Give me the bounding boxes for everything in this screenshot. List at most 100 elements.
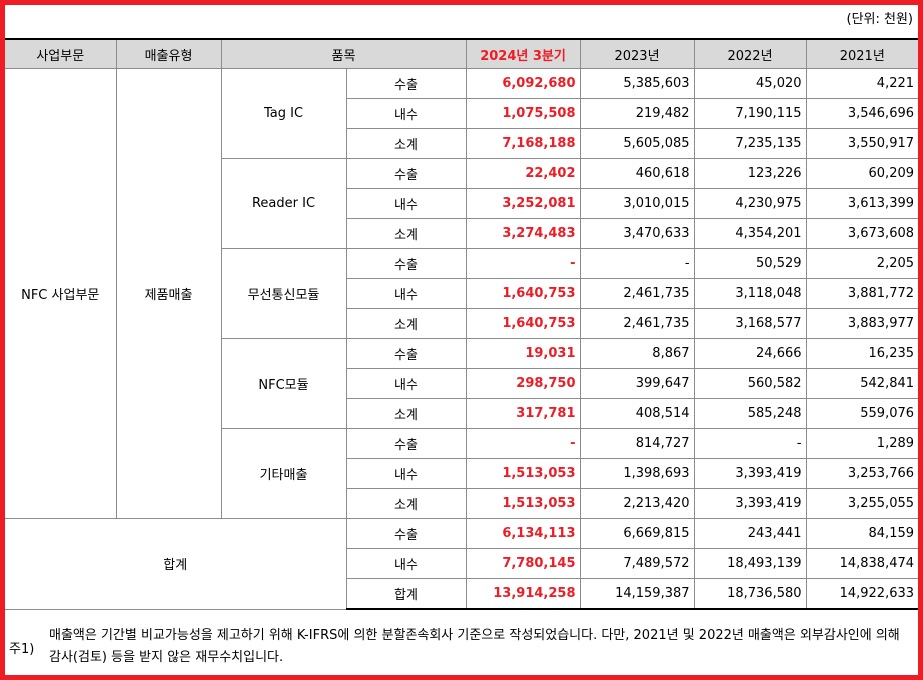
- value-cell: 814,727: [579, 428, 695, 459]
- item-cell: NFC모듈: [221, 338, 347, 429]
- table-row: 소계 7,168,188 5,605,085 7,235,135 3,550,917: [5, 128, 919, 159]
- value-cell: 585,248: [693, 398, 807, 429]
- value-cell: 4,354,201: [693, 218, 807, 249]
- row-label: 수출: [345, 518, 467, 549]
- value-cell: 22,402: [465, 158, 581, 189]
- footnote: 주1) 매출액은 기간별 비교가능성을 제고하기 위해 K-IFRS에 의한 분…: [5, 617, 918, 675]
- row-label: 소계: [346, 218, 467, 249]
- row-label: 소계: [346, 128, 467, 159]
- value-cell: 3,673,608: [805, 218, 919, 249]
- value-cell: 3,253,766: [805, 458, 919, 489]
- item-cell: 기타매출: [221, 428, 347, 519]
- total-label-cell: 합계: [5, 518, 347, 610]
- value-cell: 6,134,113: [465, 518, 581, 549]
- table-row: Reader IC 수출 22,402 460,618 123,226 60,209: [5, 158, 919, 249]
- value-cell: -: [465, 428, 581, 459]
- value-cell: 5,385,603: [579, 68, 695, 99]
- header-period-2021: 2021년: [805, 38, 919, 69]
- header-row: 사업부문 매출유형 품목 2024년 3분기 2023년 2022년 2021년: [5, 38, 919, 69]
- value-cell: 123,226: [693, 158, 807, 189]
- row-label: 내수: [346, 368, 467, 399]
- value-cell: 7,190,115: [693, 98, 807, 129]
- row-label: 소계: [346, 488, 467, 519]
- row-label: 소계: [346, 398, 467, 429]
- value-cell: 6,669,815: [579, 518, 695, 549]
- value-cell: 3,274,483: [465, 218, 581, 249]
- value-cell: 219,482: [579, 98, 695, 129]
- value-cell: -: [579, 248, 695, 279]
- table-row: NFC모듈 수출 19,031 8,867 24,666 16,235: [5, 338, 919, 429]
- value-cell: 3,613,399: [805, 188, 919, 219]
- value-cell: 1,398,693: [579, 458, 695, 489]
- value-cell: 50,529: [693, 248, 807, 279]
- value-cell: 7,235,135: [693, 128, 807, 159]
- value-cell: 4,221: [805, 68, 919, 99]
- segment-cell: NFC 사업부문: [5, 68, 117, 519]
- value-cell: 3,393,419: [693, 488, 807, 519]
- value-cell: 84,159: [805, 518, 919, 549]
- sales-table: 사업부문 매출유형 품목 2024년 3분기 2023년 2022년 2021년…: [5, 38, 919, 610]
- value-cell: 3,393,419: [693, 458, 807, 489]
- value-cell: 16,235: [805, 338, 919, 369]
- value-cell: 1,513,053: [465, 458, 581, 489]
- value-cell: 60,209: [805, 158, 919, 189]
- value-cell: 2,461,735: [579, 308, 695, 339]
- total-row: 합계 수출 6,134,113 6,669,815 243,441 84,159: [5, 518, 919, 610]
- value-cell: 3,883,977: [805, 308, 919, 339]
- header-period-2024q3: 2024년 3분기: [465, 38, 581, 69]
- unit-label: (단위: 천원): [846, 12, 914, 27]
- value-cell: 243,441: [693, 518, 807, 549]
- row-label: 내수: [346, 548, 467, 579]
- row-label: 내수: [346, 98, 467, 129]
- header-segment: 사업부문: [5, 38, 117, 69]
- row-label: 수출: [345, 428, 467, 459]
- value-cell: -: [693, 428, 807, 459]
- value-cell: 18,736,580: [693, 578, 807, 610]
- value-cell: 3,546,696: [805, 98, 919, 129]
- value-cell: 2,461,735: [579, 278, 695, 309]
- value-cell: 1,289: [805, 428, 919, 459]
- table-row: 소계 3,274,483 3,470,633 4,354,201 3,673,608: [5, 218, 919, 249]
- value-cell: 560,582: [693, 368, 807, 399]
- value-cell: 13,914,258: [465, 578, 581, 610]
- item-cell: Reader IC: [221, 158, 347, 249]
- value-cell: 4,230,975: [693, 188, 807, 219]
- value-cell: 6,092,680: [465, 68, 581, 99]
- value-cell: 14,838,474: [805, 548, 919, 579]
- row-label: 수출: [345, 158, 467, 189]
- table-row: NFC 사업부문 제품매출 Tag IC 수출 6,092,680 5,385,603 45…: [5, 68, 919, 519]
- row-label: 수출: [345, 68, 467, 99]
- row-label: 수출: [345, 338, 467, 369]
- table-row: 내수 1,513,053 1,398,693 3,393,419 3,253,766: [5, 458, 919, 489]
- sales-type-cell: 제품매출: [115, 68, 222, 519]
- value-cell: 3,252,081: [465, 188, 581, 219]
- value-cell: 3,550,917: [805, 128, 919, 159]
- table-row: 소계 317,781 408,514 585,248 559,076: [5, 398, 919, 429]
- header-period-2023: 2023년: [579, 38, 695, 69]
- header-item: 품목: [220, 38, 467, 69]
- row-label: 소계: [346, 308, 467, 339]
- footnote-text: 매출액은 기간별 비교가능성을 제고하기 위해 K-IFRS에 의한 분할존속회…: [49, 628, 900, 665]
- value-cell: 559,076: [805, 398, 919, 429]
- value-cell: 399,647: [579, 368, 695, 399]
- total-row: 합계 13,914,258 14,159,387 18,736,580 14,922,6…: [5, 578, 919, 610]
- item-cell: 무선통신모듈: [221, 248, 347, 339]
- table-row: 무선통신모듈 수출 - -50,529 2,205: [5, 248, 919, 339]
- value-cell: 542,841: [805, 368, 919, 399]
- value-cell: 1,513,053: [465, 488, 581, 519]
- value-cell: 3,168,577: [693, 308, 807, 339]
- row-label: 수출: [345, 248, 467, 279]
- value-cell: 1,640,753: [465, 278, 581, 309]
- value-cell: 14,159,387: [579, 578, 695, 610]
- item-cell: Tag IC: [220, 68, 347, 159]
- value-cell: -: [465, 248, 581, 279]
- value-cell: 14,922,633: [805, 578, 919, 610]
- value-cell: 317,781: [465, 398, 581, 429]
- value-cell: 2,213,420: [579, 488, 695, 519]
- value-cell: 7,489,572: [579, 548, 695, 579]
- header-period-2022: 2022년: [693, 38, 807, 69]
- row-label: 내수: [346, 278, 467, 309]
- value-cell: 3,010,015: [579, 188, 695, 219]
- value-cell: 3,255,055: [805, 488, 919, 519]
